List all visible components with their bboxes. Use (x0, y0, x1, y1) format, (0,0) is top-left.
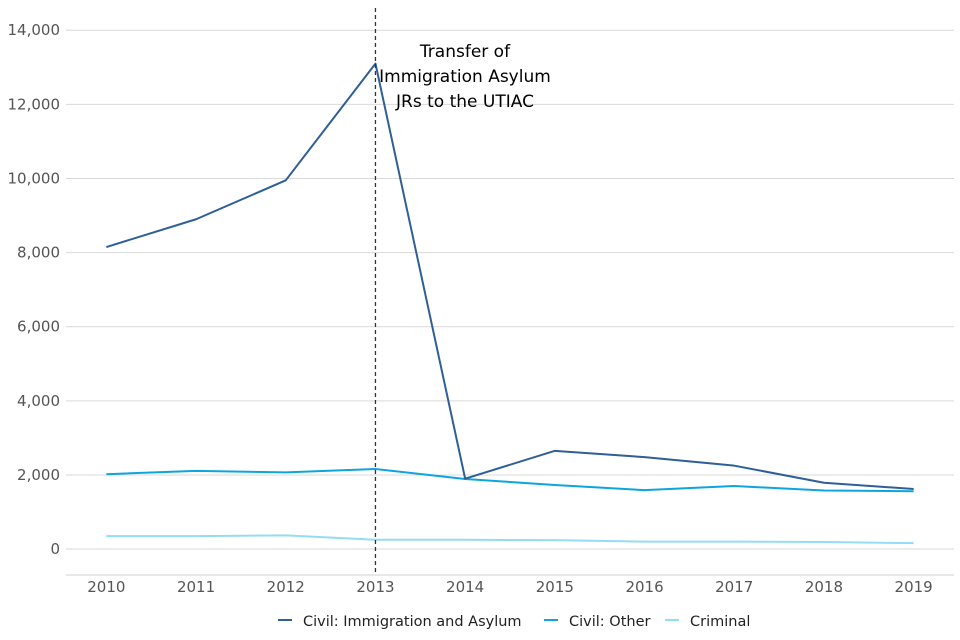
series-line-civil-other (106, 468, 914, 493)
legend-label: Civil: Immigration and Asylum (303, 614, 522, 630)
x-tick-label: 2019 (895, 578, 933, 596)
series-lines (106, 62, 914, 545)
gridlines (66, 29, 954, 550)
legend-label: Criminal (690, 614, 750, 630)
legend: Civil: Immigration and Asylum Civil: Othe… (278, 614, 750, 630)
annotation: Transfer of Immigration Asylum JRs to the … (374, 8, 551, 575)
series-line-civil-immigration-and-asylum (106, 62, 914, 491)
y-tick-label: 14,000 (8, 21, 61, 39)
x-tick-label: 2015 (536, 578, 574, 596)
legend-label: Civil: Other (569, 614, 650, 630)
legend-item: Civil: Immigration and Asylum (278, 614, 522, 630)
x-axis-ticks: 2010 2011 2012 2013 2014 2015 2016 2017 2018 2019 (87, 578, 932, 596)
x-tick-label: 2014 (446, 578, 484, 596)
legend-item: Criminal (665, 614, 750, 630)
x-tick-label: 2011 (177, 578, 215, 596)
x-tick-label: 2016 (625, 578, 663, 596)
y-tick-label: 0 (50, 540, 60, 558)
annotation-text: JRs to the UTIAC (395, 92, 534, 112)
x-tick-label: 2017 (715, 578, 753, 596)
x-tick-label: 2012 (267, 578, 305, 596)
x-tick-label: 2010 (87, 578, 125, 596)
y-tick-label: 2,000 (17, 466, 60, 484)
y-tick-label: 6,000 (17, 318, 60, 336)
y-tick-label: 12,000 (8, 95, 61, 113)
legend-item: Civil: Other (544, 614, 650, 630)
y-axis-ticks: 0 2,000 4,000 6,000 8,000 10,000 12,000 14,000 (8, 21, 61, 558)
y-tick-label: 8,000 (17, 244, 60, 262)
y-tick-label: 4,000 (17, 392, 60, 410)
series-line-criminal (106, 534, 914, 545)
x-tick-label: 2018 (805, 578, 843, 596)
x-tick-label: 2013 (356, 578, 394, 596)
annotation-text: Transfer of (419, 42, 511, 62)
annotation-text: Immigration Asylum (379, 67, 551, 87)
y-tick-label: 10,000 (8, 169, 61, 187)
